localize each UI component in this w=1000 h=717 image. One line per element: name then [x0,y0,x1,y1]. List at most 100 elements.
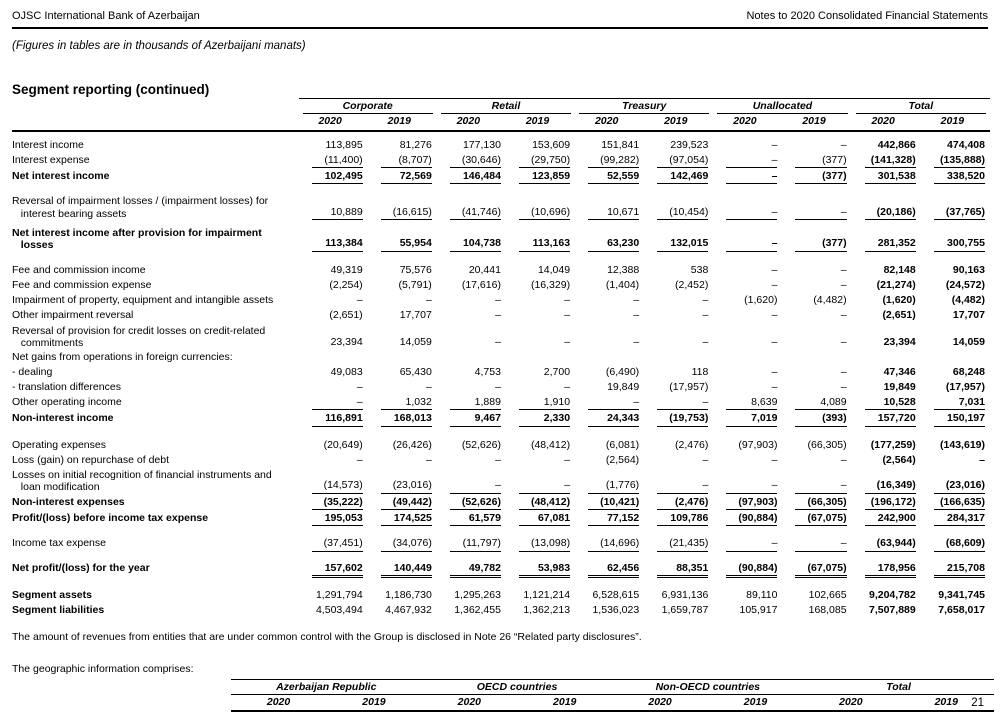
value-cell: (26,426) [392,438,432,451]
value-cell: 151,841 [601,138,640,151]
value-cell: (63,944) [852,527,921,552]
value-cell: 1,362,455 [454,604,501,617]
value-cell: 61,579 [437,511,506,527]
value-cell: (35,222) [299,495,368,511]
value-cell: (37,765) [921,185,990,221]
value-cell: (16,615) [368,185,437,221]
value-cell: (20,186) [852,185,921,221]
value-cell: 1,536,023 [592,604,640,617]
value-cell: 49,319 [330,263,363,276]
value-cell: – [633,294,640,307]
value-cell: (97,903) [713,495,782,511]
value-cell: – [840,335,847,348]
row-label: Reversal of provision for credit losses … [12,324,266,349]
value-cell: – [564,309,571,322]
value-cell: (4,482) [813,294,847,307]
value-cell: (10,421) [575,495,644,511]
value-cell: 49,782 [437,553,506,579]
value-cell: (48,412) [506,495,575,511]
value-cell: (10,454) [644,185,713,221]
value-cell: – [713,153,782,169]
value-cell [713,350,782,364]
value-cell: (6,081) [605,438,640,451]
value-cell: 9,467 [437,411,506,427]
value-cell [437,350,506,364]
value-cell: 113,384 [299,221,368,253]
row-label: Losses on initial recognition of financi… [12,469,272,494]
group-header-row: Corporate Retail Treasury Unallocated Total [12,98,990,115]
group-label: Non-OECD countries [612,679,804,695]
value-cell: (2,564) [882,453,916,466]
value-cell: 81,276 [399,138,432,151]
value-cell: 72,569 [368,169,437,185]
value-cell: (16,349) [852,468,921,495]
year-label: 2019 [782,114,852,132]
value-cell: (48,412) [530,438,571,451]
value-cell: 77,152 [575,511,644,527]
value-cell: – [713,527,782,552]
value-cell: 7,507,889 [869,604,916,617]
table-row: - translation differences – – – – 19,849 (17,9… [12,380,990,395]
value-cell: (49,442) [368,495,437,511]
table-row: Operating expenses (20,649) (26,426) (52,62… [12,428,990,453]
group-label: Total [803,679,994,695]
value-cell: 82,148 [883,263,916,276]
value-cell: (90,884) [713,553,782,579]
corner-cell [12,694,231,711]
row-label: Profit/(loss) before income tax expense [12,512,209,525]
value-cell: 10,671 [575,185,644,221]
value-cell: – [771,278,778,291]
value-cell: – [437,468,506,495]
value-cell: 88,351 [644,553,713,579]
value-cell: 14,059 [952,335,985,348]
value-cell: – [356,380,363,393]
geographic-table-body: Revenue521,717579,71815,83242,0147,31411… [12,711,994,717]
value-cell: 19,849 [883,380,916,393]
value-cell: – [782,468,851,495]
value-cell: 10,528 [852,395,921,411]
row-label: - translation differences [12,380,121,393]
value-cell: 1,659,787 [661,604,709,617]
segment-table: Corporate Retail Treasury Unallocated Total 2… [12,98,990,618]
value-cell: – [713,185,782,221]
value-cell: (2,651) [882,309,916,322]
value-cell: 157,720 [852,411,921,427]
value-cell: 4,753 [474,365,501,378]
value-cell: – [564,380,571,393]
value-cell: 150,197 [921,411,990,427]
group-label-text: OECD countries [476,681,558,694]
value-cell: – [425,294,432,307]
year-label: 2020 [612,694,708,712]
year-label: 2020 [803,694,899,712]
value-cell: (2,564) [605,453,640,466]
value-cell: (6,490) [605,365,640,378]
segment-table-body: Interest income 113,895 81,276 177,130 153,6… [12,131,990,619]
value-cell: (20,649) [323,438,363,451]
value-cell: 281,352 [852,221,921,253]
value-cell: – [425,453,432,466]
value-cell: 7,031 [921,395,990,411]
value-cell: (17,957) [669,380,709,393]
value-cell: 242,900 [852,511,921,527]
value-cell [644,350,713,364]
table-row: Income tax expense (37,451) (34,076) (11,79… [12,527,990,552]
table-row: Reversal of provision for credit losses … [12,324,990,351]
value-cell: 632,819 [899,711,994,717]
year-label: 2019 [505,114,576,132]
group-label-text: Total [886,681,911,694]
value-cell: (1,620) [882,294,916,307]
value-cell: – [633,309,640,322]
value-cell: (66,305) [807,438,847,451]
value-cell: (14,573) [299,468,368,495]
value-cell: 301,538 [852,169,921,185]
table-row: Non-interest expenses (35,222) (49,442) (52… [12,495,990,511]
value-cell: (143,619) [940,438,985,451]
table-row: Profit/(loss) before income tax expense 1… [12,511,990,527]
value-cell: – [495,453,501,466]
value-cell: (30,646) [437,153,506,169]
value-cell: 12,388 [607,263,640,276]
group-label: OECD countries [421,679,613,695]
header-left-text: OJSC International Bank of Azerbaijan [12,10,200,22]
value-cell: – [840,138,847,151]
value-cell: 10,889 [299,185,368,221]
